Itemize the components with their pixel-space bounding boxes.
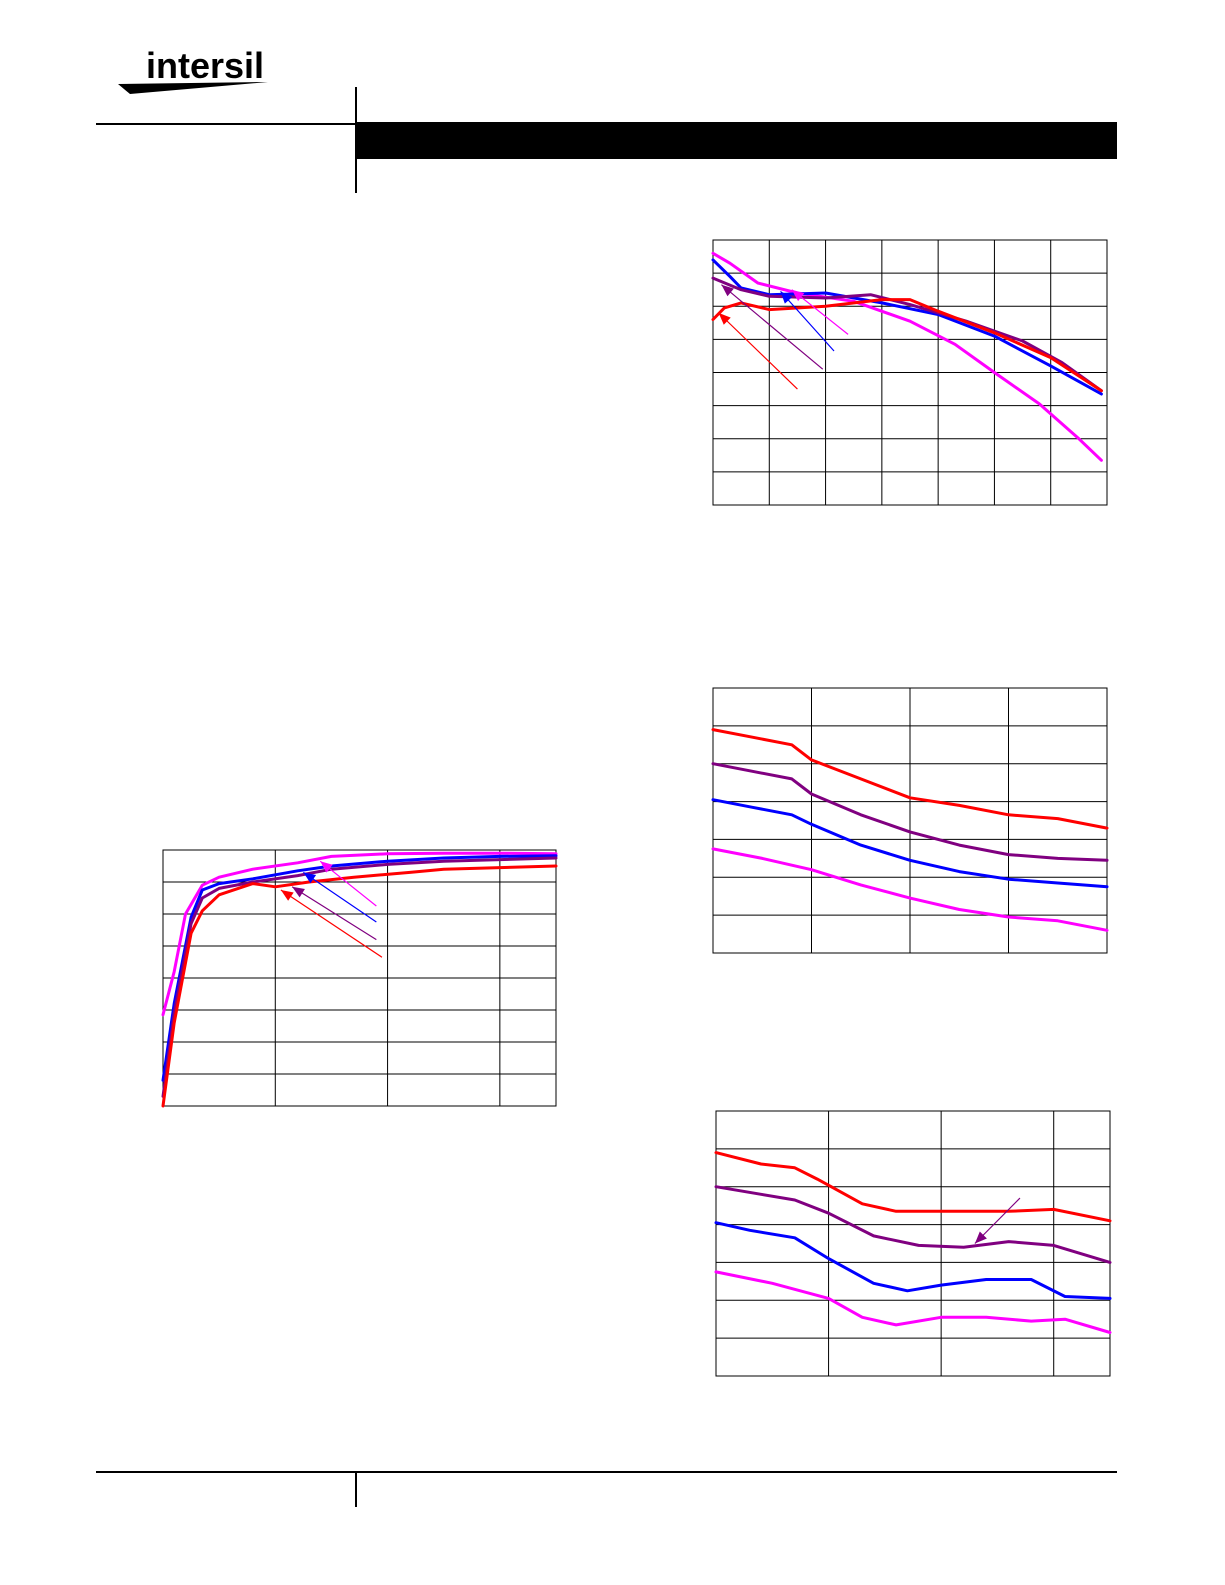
series-line-2	[714, 1185, 1112, 1264]
series-line-4	[714, 1270, 1112, 1334]
series-line-2	[161, 854, 558, 1082]
series-line-3	[714, 1221, 1112, 1300]
series-line-4	[711, 298, 1103, 393]
callout-arrowhead-2	[303, 872, 317, 884]
header-title-bar	[357, 122, 1117, 159]
series-line-2	[711, 762, 1109, 862]
callout-line-2	[303, 871, 377, 923]
callout-line-1	[791, 289, 849, 335]
footer-rule	[96, 1471, 1117, 1473]
plot-frame	[712, 687, 1108, 954]
callout-arrowhead-2	[780, 291, 793, 304]
logo-text: intersil	[146, 45, 264, 86]
series-line-3	[161, 856, 558, 1098]
series-line-2	[711, 258, 1103, 396]
series-line-1	[161, 851, 558, 1017]
callout-line-3	[291, 886, 377, 941]
header-divider	[355, 87, 357, 193]
callout-arrowhead-1	[974, 1231, 987, 1244]
callout-arrowhead-3	[292, 886, 305, 898]
series-line-1	[711, 251, 1103, 462]
plot-frame	[162, 849, 557, 1107]
callout-line-2	[780, 290, 835, 352]
callout-arrowhead-4	[280, 890, 294, 901]
logo-swoosh	[118, 82, 268, 94]
series-line-1	[714, 1151, 1112, 1223]
intersil-logo: intersil	[118, 45, 268, 94]
plot-frame	[712, 239, 1108, 506]
footer-divider	[355, 1471, 357, 1507]
series-line-1	[711, 728, 1109, 830]
series-line-4	[711, 847, 1109, 932]
plot-frame	[715, 1110, 1111, 1377]
callout-line-3	[721, 284, 824, 370]
callout-line-1	[974, 1197, 1021, 1244]
callout-line-1	[319, 860, 377, 907]
callout-arrowhead-1	[320, 861, 333, 873]
series-line-3	[711, 798, 1109, 889]
callout-arrowhead-3	[721, 284, 734, 297]
callout-line-4	[280, 889, 383, 958]
series-line-3	[711, 276, 1103, 393]
callout-line-4	[718, 312, 798, 390]
callout-arrowhead-1	[791, 289, 805, 302]
series-line-4	[161, 864, 558, 1108]
callout-arrowhead-4	[718, 312, 731, 325]
header-rule	[96, 123, 356, 125]
